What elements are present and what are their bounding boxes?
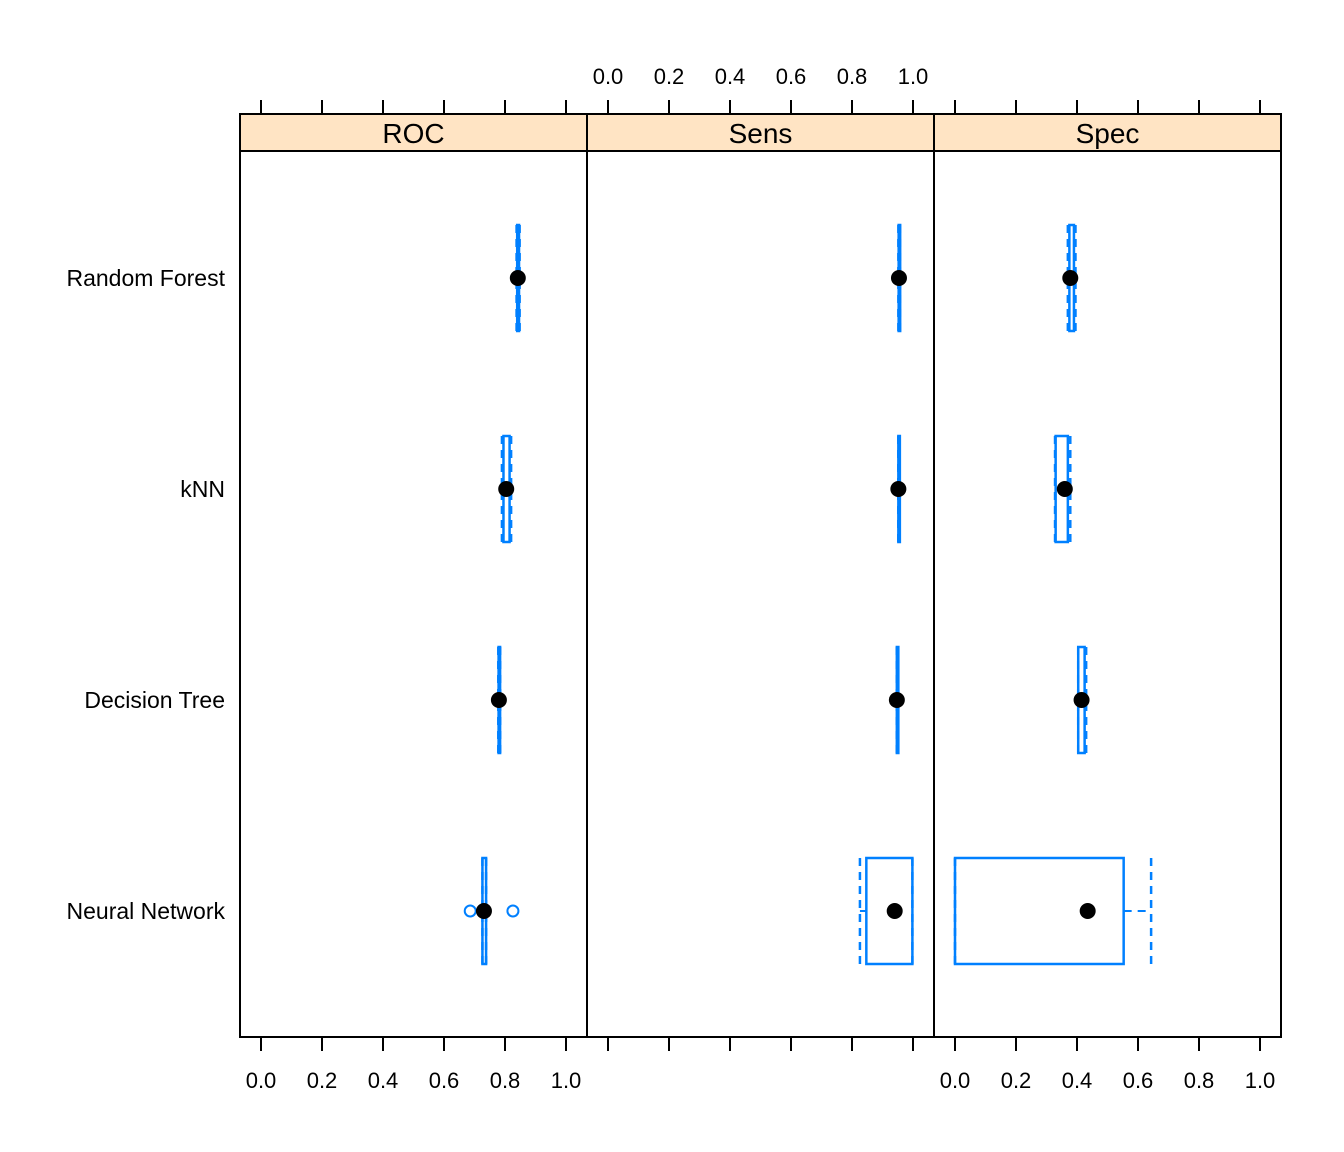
strip-roc [240,114,587,151]
x-tick-label: 0.4 [368,1068,399,1093]
x-tick-label: 0.8 [1184,1068,1215,1093]
panel-frame-roc [239,113,588,1038]
panel-title-roc: ROC [382,118,444,149]
median-sens-random-forest [890,270,907,286]
x-tick-label: 1.0 [1245,1068,1276,1093]
x-tick-label: 1.0 [898,64,929,89]
median-roc-knn [498,481,515,497]
median-spec-random-forest [1062,270,1079,286]
median-roc-neural-network [475,903,492,919]
y-label-neural-network: Neural Network [67,898,226,924]
x-tick-label: 0.2 [307,1068,338,1093]
x-tick-label: 0.6 [1123,1068,1154,1093]
x-tick-label: 0.6 [776,64,807,89]
median-spec-knn [1056,481,1073,497]
median-spec-neural-network [1079,903,1096,919]
panel-frame-spec [933,113,1282,1038]
panel-frame-sens [586,113,935,1038]
x-tick-label: 0.8 [837,64,868,89]
median-sens-knn [890,481,907,497]
median-spec-decision-tree [1073,692,1090,708]
y-label-random-forest: Random Forest [66,265,225,291]
x-tick-label: 0.2 [654,64,685,89]
panel-title-spec: Spec [1076,118,1140,149]
outlier-roc-neural-network [463,904,477,918]
median-roc-decision-tree [490,692,507,708]
x-tick-label: 0.4 [715,64,746,89]
median-sens-decision-tree [888,692,905,708]
y-label-knn: kNN [180,476,225,502]
y-label-decision-tree: Decision Tree [84,687,225,713]
x-tick-label: 0.0 [593,64,624,89]
x-tick-label: 0.2 [1001,1068,1032,1093]
panel-title-sens: Sens [729,118,793,149]
x-tick-label: 0.0 [940,1068,971,1093]
median-roc-random-forest [509,270,526,286]
x-tick-label: 0.4 [1062,1068,1093,1093]
outlier-roc-neural-network [506,904,520,918]
strip-sens [587,114,934,151]
box-spec-neural-network [953,856,1125,966]
x-tick-label: 1.0 [551,1068,582,1093]
median-sens-neural-network [886,903,903,919]
x-tick-label: 0.8 [490,1068,521,1093]
x-tick-label: 0.0 [246,1068,277,1093]
x-tick-label: 0.6 [429,1068,460,1093]
strip-spec [934,114,1281,151]
box-sens-neural-network [865,856,914,966]
